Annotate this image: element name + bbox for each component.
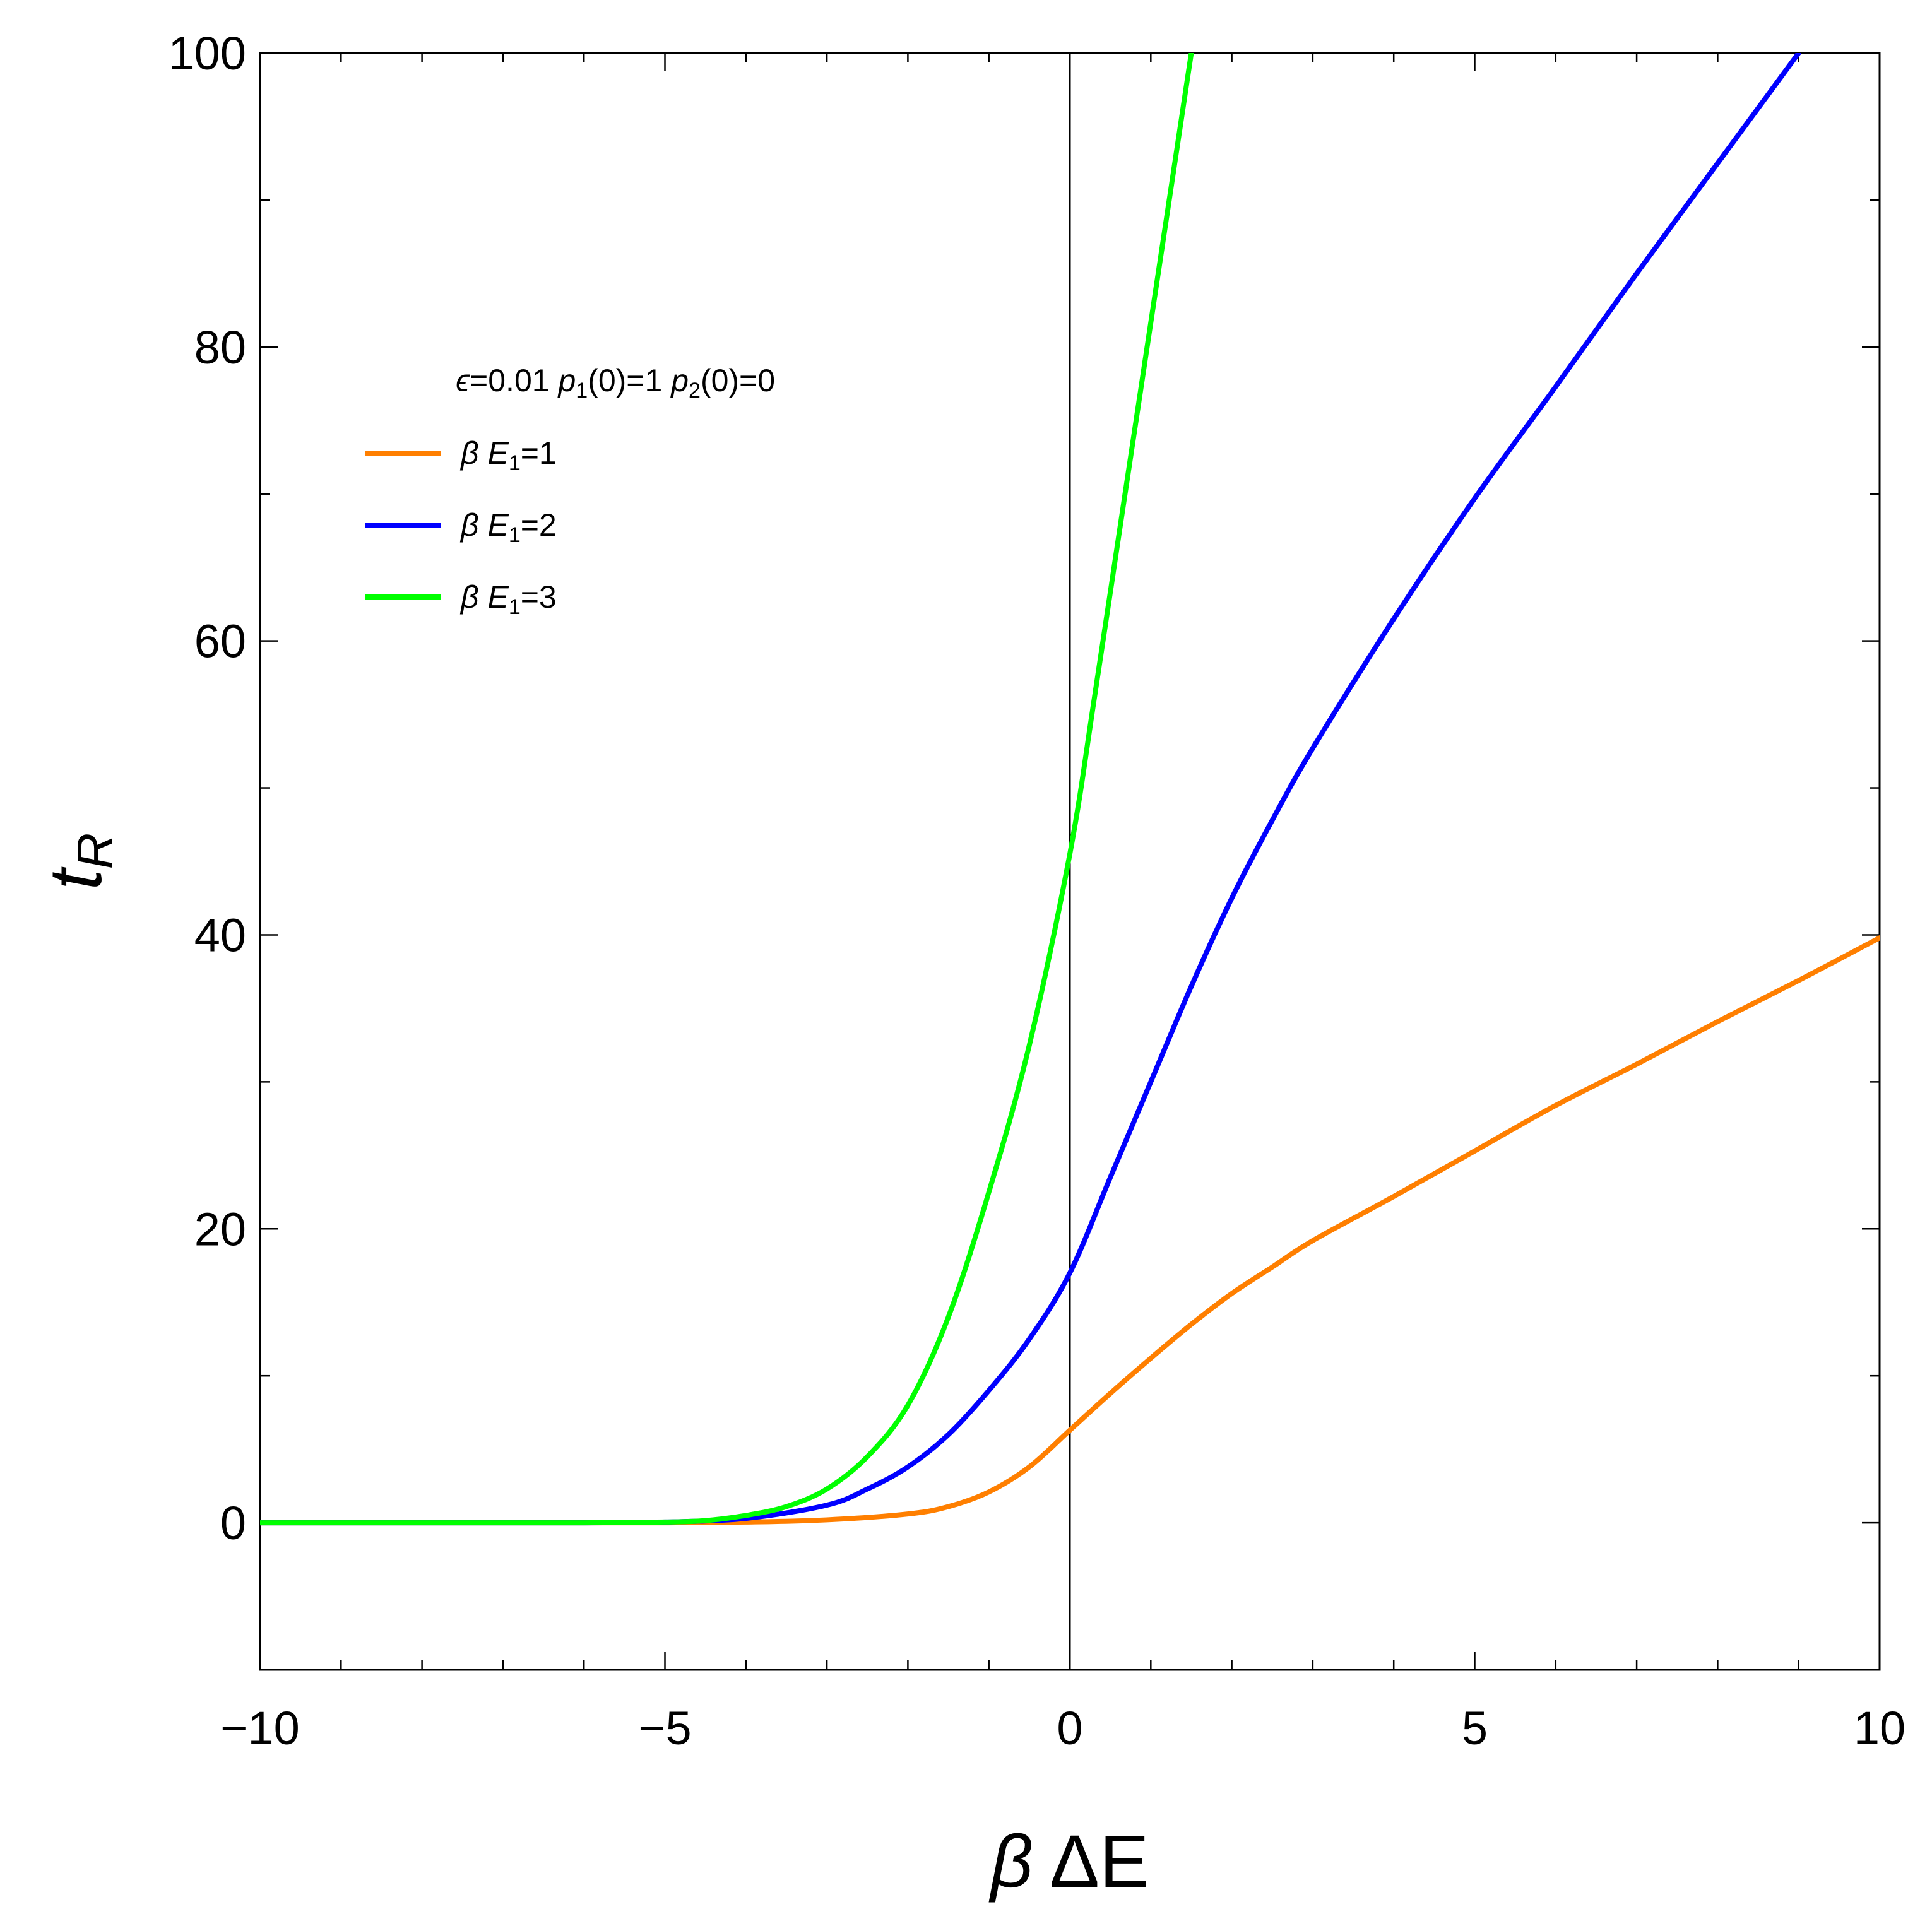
series-line-3 (260, 53, 1194, 1526)
legend-label-2: β E1=2 (459, 507, 557, 547)
legend-label-3: β E1=3 (459, 579, 557, 619)
x-tick-label: 0 (1057, 1702, 1082, 1754)
x-axis-title: β ΔE (988, 1820, 1149, 1903)
series-line-2 (260, 53, 1801, 1526)
legend: ϵ=0.01 p1(0)=1 p2(0)=0 β E1=1 β E1=2 β E1=… (365, 363, 775, 619)
legend-title: ϵ=0.01 p1(0)=1 p2(0)=0 (456, 363, 775, 403)
x-tick-label: 5 (1462, 1702, 1488, 1754)
y-tick-label: 20 (194, 1203, 246, 1255)
x-tick-label: −10 (220, 1702, 300, 1754)
series-group (260, 53, 1880, 1526)
y-axis-title: tR (34, 833, 123, 890)
x-tick-label: −5 (638, 1702, 691, 1754)
y-tick-label: 0 (220, 1497, 246, 1549)
y-tick-label: 80 (194, 321, 246, 374)
y-tick-label: 60 (194, 615, 246, 668)
legend-label-1: β E1=1 (459, 435, 557, 475)
x-tick-label: 10 (1854, 1702, 1905, 1754)
y-tick-label: 40 (194, 909, 246, 961)
y-tick-label: 100 (169, 27, 246, 80)
